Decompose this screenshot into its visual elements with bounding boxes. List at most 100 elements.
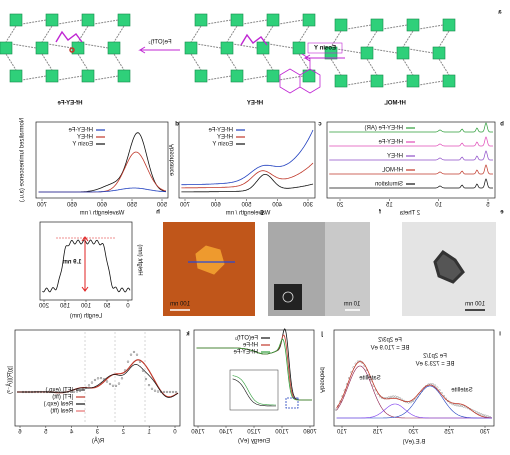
exafs-point — [45, 390, 49, 394]
linker — [232, 43, 258, 49]
exafs-point — [51, 390, 55, 394]
plot-frame — [35, 121, 169, 199]
exafs-point — [171, 390, 175, 394]
exafs-point — [63, 390, 67, 394]
exafs-point — [120, 377, 124, 380]
panel-label: j — [321, 332, 324, 338]
x-tick-label: 20 — [336, 203, 343, 209]
exafs-point — [144, 377, 148, 381]
sbu — [334, 74, 348, 88]
xps-point — [484, 414, 487, 417]
linker — [5, 25, 17, 43]
sbu — [230, 13, 244, 27]
x-tick-label: 100 — [80, 304, 91, 310]
xrd-trace — [329, 122, 493, 133]
linker — [57, 19, 83, 25]
linker — [402, 30, 414, 48]
xps-point — [438, 389, 441, 392]
x-tick-label: 730 — [479, 430, 490, 436]
linker — [113, 25, 125, 43]
exafs-point — [141, 369, 145, 372]
label: Energy (eV) — [238, 439, 270, 445]
xps-component — [336, 403, 492, 419]
exafs-point — [39, 390, 43, 394]
exafs-point — [42, 390, 46, 394]
sbu — [117, 13, 131, 27]
sbu — [220, 41, 234, 55]
x-tick-label: 715 — [372, 430, 383, 436]
exafs-point — [162, 390, 166, 394]
linker — [382, 24, 408, 30]
label: Height (nm) — [136, 244, 142, 275]
linker — [242, 19, 268, 25]
legend-label: Hf-EY-Fe — [233, 350, 258, 356]
height-arrow — [81, 236, 89, 292]
xps-point — [477, 412, 481, 415]
xanes-trace — [196, 338, 312, 401]
sbu — [266, 13, 280, 27]
xps-point — [480, 413, 483, 416]
legend-label: |FT| (exp.) — [46, 388, 73, 394]
inset-trace — [232, 375, 276, 406]
exafs-point — [48, 390, 52, 394]
linker — [278, 75, 304, 81]
x-tick-label: 700 — [179, 203, 190, 209]
linker — [83, 43, 109, 49]
x-tick-label: 7080 — [303, 430, 317, 436]
x-tick-label: 150 — [59, 304, 70, 310]
label: 10 nm — [344, 302, 361, 308]
linker — [262, 53, 274, 71]
particle — [433, 249, 465, 284]
eosin-unit — [55, 30, 83, 43]
exafs-point — [33, 390, 37, 394]
x-tick-label: 2 — [121, 430, 125, 436]
label: Wavelength / nm — [80, 211, 125, 217]
linker — [438, 30, 450, 48]
label: Eosin Y — [314, 46, 336, 52]
label: B.E.(eV) — [403, 440, 426, 446]
xps-point — [475, 411, 478, 414]
x-tick-label: 700 — [36, 203, 47, 209]
label: Absorbed — [318, 367, 324, 393]
x-tick-label: 4 — [69, 430, 73, 436]
x-tick-label: 7120 — [247, 430, 261, 436]
pl-trace — [38, 151, 167, 193]
xps-point — [359, 360, 362, 363]
linker — [226, 25, 238, 43]
afm-flake — [195, 245, 225, 275]
legend-label: Eosin Y — [72, 142, 93, 148]
sbu — [302, 13, 316, 27]
panel-label: h — [156, 210, 160, 216]
reagent-box — [307, 42, 343, 54]
sbu — [370, 18, 384, 32]
linker — [408, 48, 434, 54]
arrow — [138, 46, 180, 54]
xps-point — [389, 395, 393, 398]
exafs-point — [93, 378, 97, 382]
pl-trace — [38, 187, 166, 193]
sbu — [256, 41, 270, 55]
linker — [366, 30, 378, 48]
exafs-point — [87, 384, 91, 387]
eosin-structure — [279, 53, 321, 94]
plot-frame — [178, 121, 316, 199]
label: Fe 2p3/2 — [377, 338, 401, 344]
x-tick-label: 15 — [385, 203, 392, 209]
label: 2 Theta — [399, 211, 420, 217]
exafs-point — [75, 390, 79, 393]
sbu — [107, 41, 121, 55]
x-tick-label: 7100 — [275, 430, 289, 436]
x-tick-label: 6 — [18, 430, 22, 436]
sbu — [81, 13, 95, 27]
xps-point — [394, 395, 397, 398]
linker — [41, 53, 53, 71]
linker — [366, 58, 378, 76]
sbu — [442, 18, 456, 32]
hrtem-overlay — [325, 222, 370, 316]
label: Fe(OTf)₂ — [148, 40, 172, 46]
linker — [418, 80, 444, 86]
exafs-point — [57, 390, 61, 394]
label: |χ(R)|(Å⁻³) — [7, 366, 14, 394]
x-tick-label: 500 — [241, 203, 252, 209]
xps-point — [482, 413, 485, 417]
